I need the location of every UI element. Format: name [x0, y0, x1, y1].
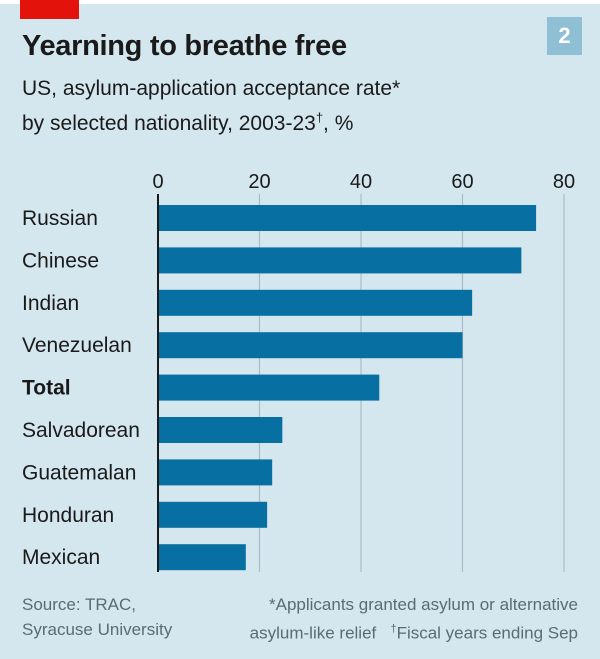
chart-card [0, 4, 600, 659]
footnote-relief: asylum-like relief [249, 623, 377, 643]
category-label: Chinese [22, 249, 99, 272]
x-tick-label: 60 [451, 171, 473, 193]
category-label: Indian [22, 292, 79, 315]
subtitle-prefix: by selected nationality, 2003-23 [22, 112, 316, 135]
footnote: *Applicants granted asylum or alternativ… [250, 592, 578, 646]
category-label: Venezuelan [22, 334, 132, 357]
category-label: Total [22, 377, 71, 400]
category-label: Salvadorean [22, 419, 140, 442]
dagger-mark: † [315, 110, 324, 125]
bar-indian [158, 289, 473, 316]
category-labels: Russian Chinese Indian Venezuelan Total Salva… [22, 207, 140, 569]
subtitle-suffix: , % [323, 112, 354, 135]
bar-total [158, 374, 380, 401]
subtitle-line-1: US, asylum-application acceptance rate* [22, 77, 401, 100]
source-note: Source: TRAC, Syracuse University [22, 592, 172, 642]
bar-mexican [158, 544, 246, 571]
x-tick-label: 20 [248, 171, 270, 193]
bar-chinese [158, 247, 522, 274]
bar-venezuelan [158, 332, 463, 359]
footnote-fiscal: Fiscal years ending Sep [396, 623, 578, 643]
source-line-1: Source: TRAC, [22, 595, 137, 614]
bars [158, 205, 537, 571]
brand-red-tag [20, 0, 79, 19]
bar-honduran [158, 501, 268, 528]
bar-russian [158, 205, 537, 231]
x-tick-label: 40 [350, 171, 372, 193]
category-label: Guatemalan [22, 461, 136, 484]
bar-guatemalan [158, 459, 273, 486]
category-label: Honduran [22, 504, 114, 527]
chart-number-badge: 2 [547, 17, 582, 55]
footnote-dagger: † [390, 623, 397, 635]
bar-salvadorean [158, 417, 283, 443]
footnote-line-1: *Applicants granted asylum or alternativ… [269, 595, 578, 614]
source-line-2: Syracuse University [22, 620, 173, 639]
x-tick-label: 80 [553, 171, 575, 193]
x-tick-label: 0 [152, 171, 163, 193]
chart-title: Yearning to breathe free [22, 30, 347, 62]
category-label: Russian [22, 207, 98, 230]
footnote-line-2: asylum-like relief †Fiscal years ending … [250, 617, 578, 646]
subtitle-line-2: by selected nationality, 2003-23†, % [22, 103, 400, 138]
x-axis-ticks: 0 20 40 60 80 [152, 171, 575, 193]
category-label: Mexican [22, 546, 100, 569]
chart-subtitle: US, asylum-application acceptance rate* … [22, 74, 400, 138]
